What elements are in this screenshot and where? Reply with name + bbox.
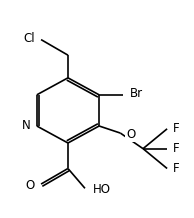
- Text: F: F: [173, 122, 179, 135]
- Text: Br: Br: [130, 87, 143, 100]
- Text: O: O: [126, 128, 135, 141]
- Text: F: F: [173, 162, 179, 175]
- Text: HO: HO: [93, 183, 111, 196]
- Text: N: N: [22, 119, 30, 133]
- Text: Cl: Cl: [24, 32, 35, 45]
- Text: O: O: [25, 179, 35, 192]
- Text: F: F: [173, 142, 179, 155]
